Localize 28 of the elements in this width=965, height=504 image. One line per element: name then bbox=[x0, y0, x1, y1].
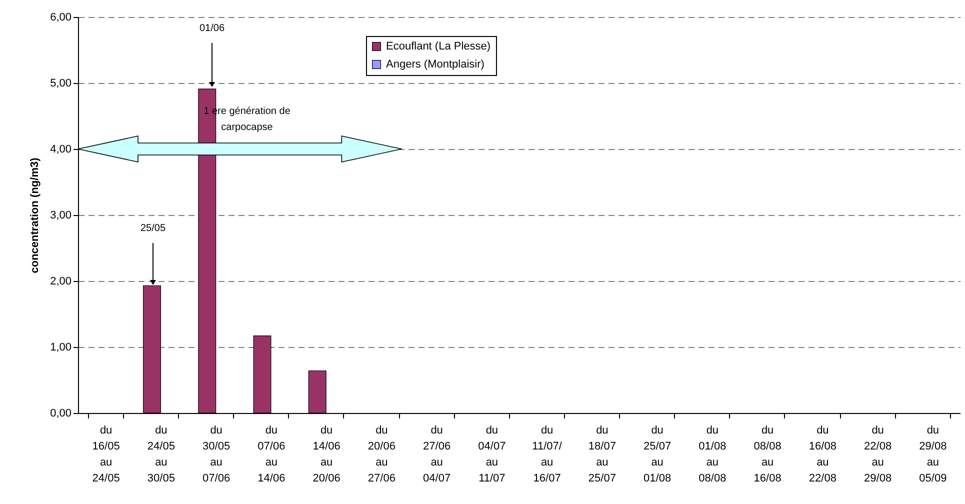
annotation: 01/06 bbox=[199, 23, 225, 34]
x-tick-label: du 18/07 au 25/07 bbox=[588, 424, 616, 484]
x-tick-label: du 04/07 au 11/07 bbox=[478, 424, 506, 484]
y-tick-label: 3,00 bbox=[50, 210, 72, 222]
y-tick-label: 4,00 bbox=[50, 144, 72, 156]
legend-label: Angers (Montplaisir) bbox=[386, 58, 484, 70]
y-axis-title: concentration (ng/m3) bbox=[29, 157, 42, 274]
x-tick-label: du 16/08 au 22/08 bbox=[808, 424, 836, 484]
x-tick-label: du 24/05 au 30/05 bbox=[147, 424, 175, 484]
x-tick-label: du 22/08 au 29/08 bbox=[864, 424, 892, 484]
x-tick-label: du 25/07 au 01/08 bbox=[644, 424, 672, 484]
x-tick-label: du 08/08 au 16/08 bbox=[754, 424, 782, 484]
x-tick-label: du 01/08 au 08/08 bbox=[698, 424, 726, 484]
x-tick-label: du 27/06 au 04/07 bbox=[423, 424, 451, 484]
x-tick-label: du 20/06 au 27/06 bbox=[368, 424, 396, 484]
x-tick-label: du 29/08 au 05/09 bbox=[919, 424, 947, 484]
y-tick-label: 1,00 bbox=[50, 342, 72, 354]
legend-label: Ecouflant (La Plesse) bbox=[386, 40, 491, 52]
x-tick-label: du 14/06 au 20/06 bbox=[312, 424, 340, 484]
x-tick-label: du 30/05 au 07/06 bbox=[202, 424, 230, 484]
annotation: 25/05 bbox=[140, 223, 166, 234]
x-tick-label: du 07/06 au 14/06 bbox=[258, 424, 286, 484]
y-tick-label: 5,00 bbox=[50, 78, 72, 90]
y-tick-label: 0,00 bbox=[50, 408, 72, 420]
x-tick-label: du 11/07/ au 16/07 bbox=[532, 424, 563, 484]
y-tick-label: 2,00 bbox=[50, 276, 72, 288]
x-tick-label: du 16/05 au 24/05 bbox=[92, 424, 120, 484]
y-tick-label: 6,00 bbox=[50, 12, 72, 24]
